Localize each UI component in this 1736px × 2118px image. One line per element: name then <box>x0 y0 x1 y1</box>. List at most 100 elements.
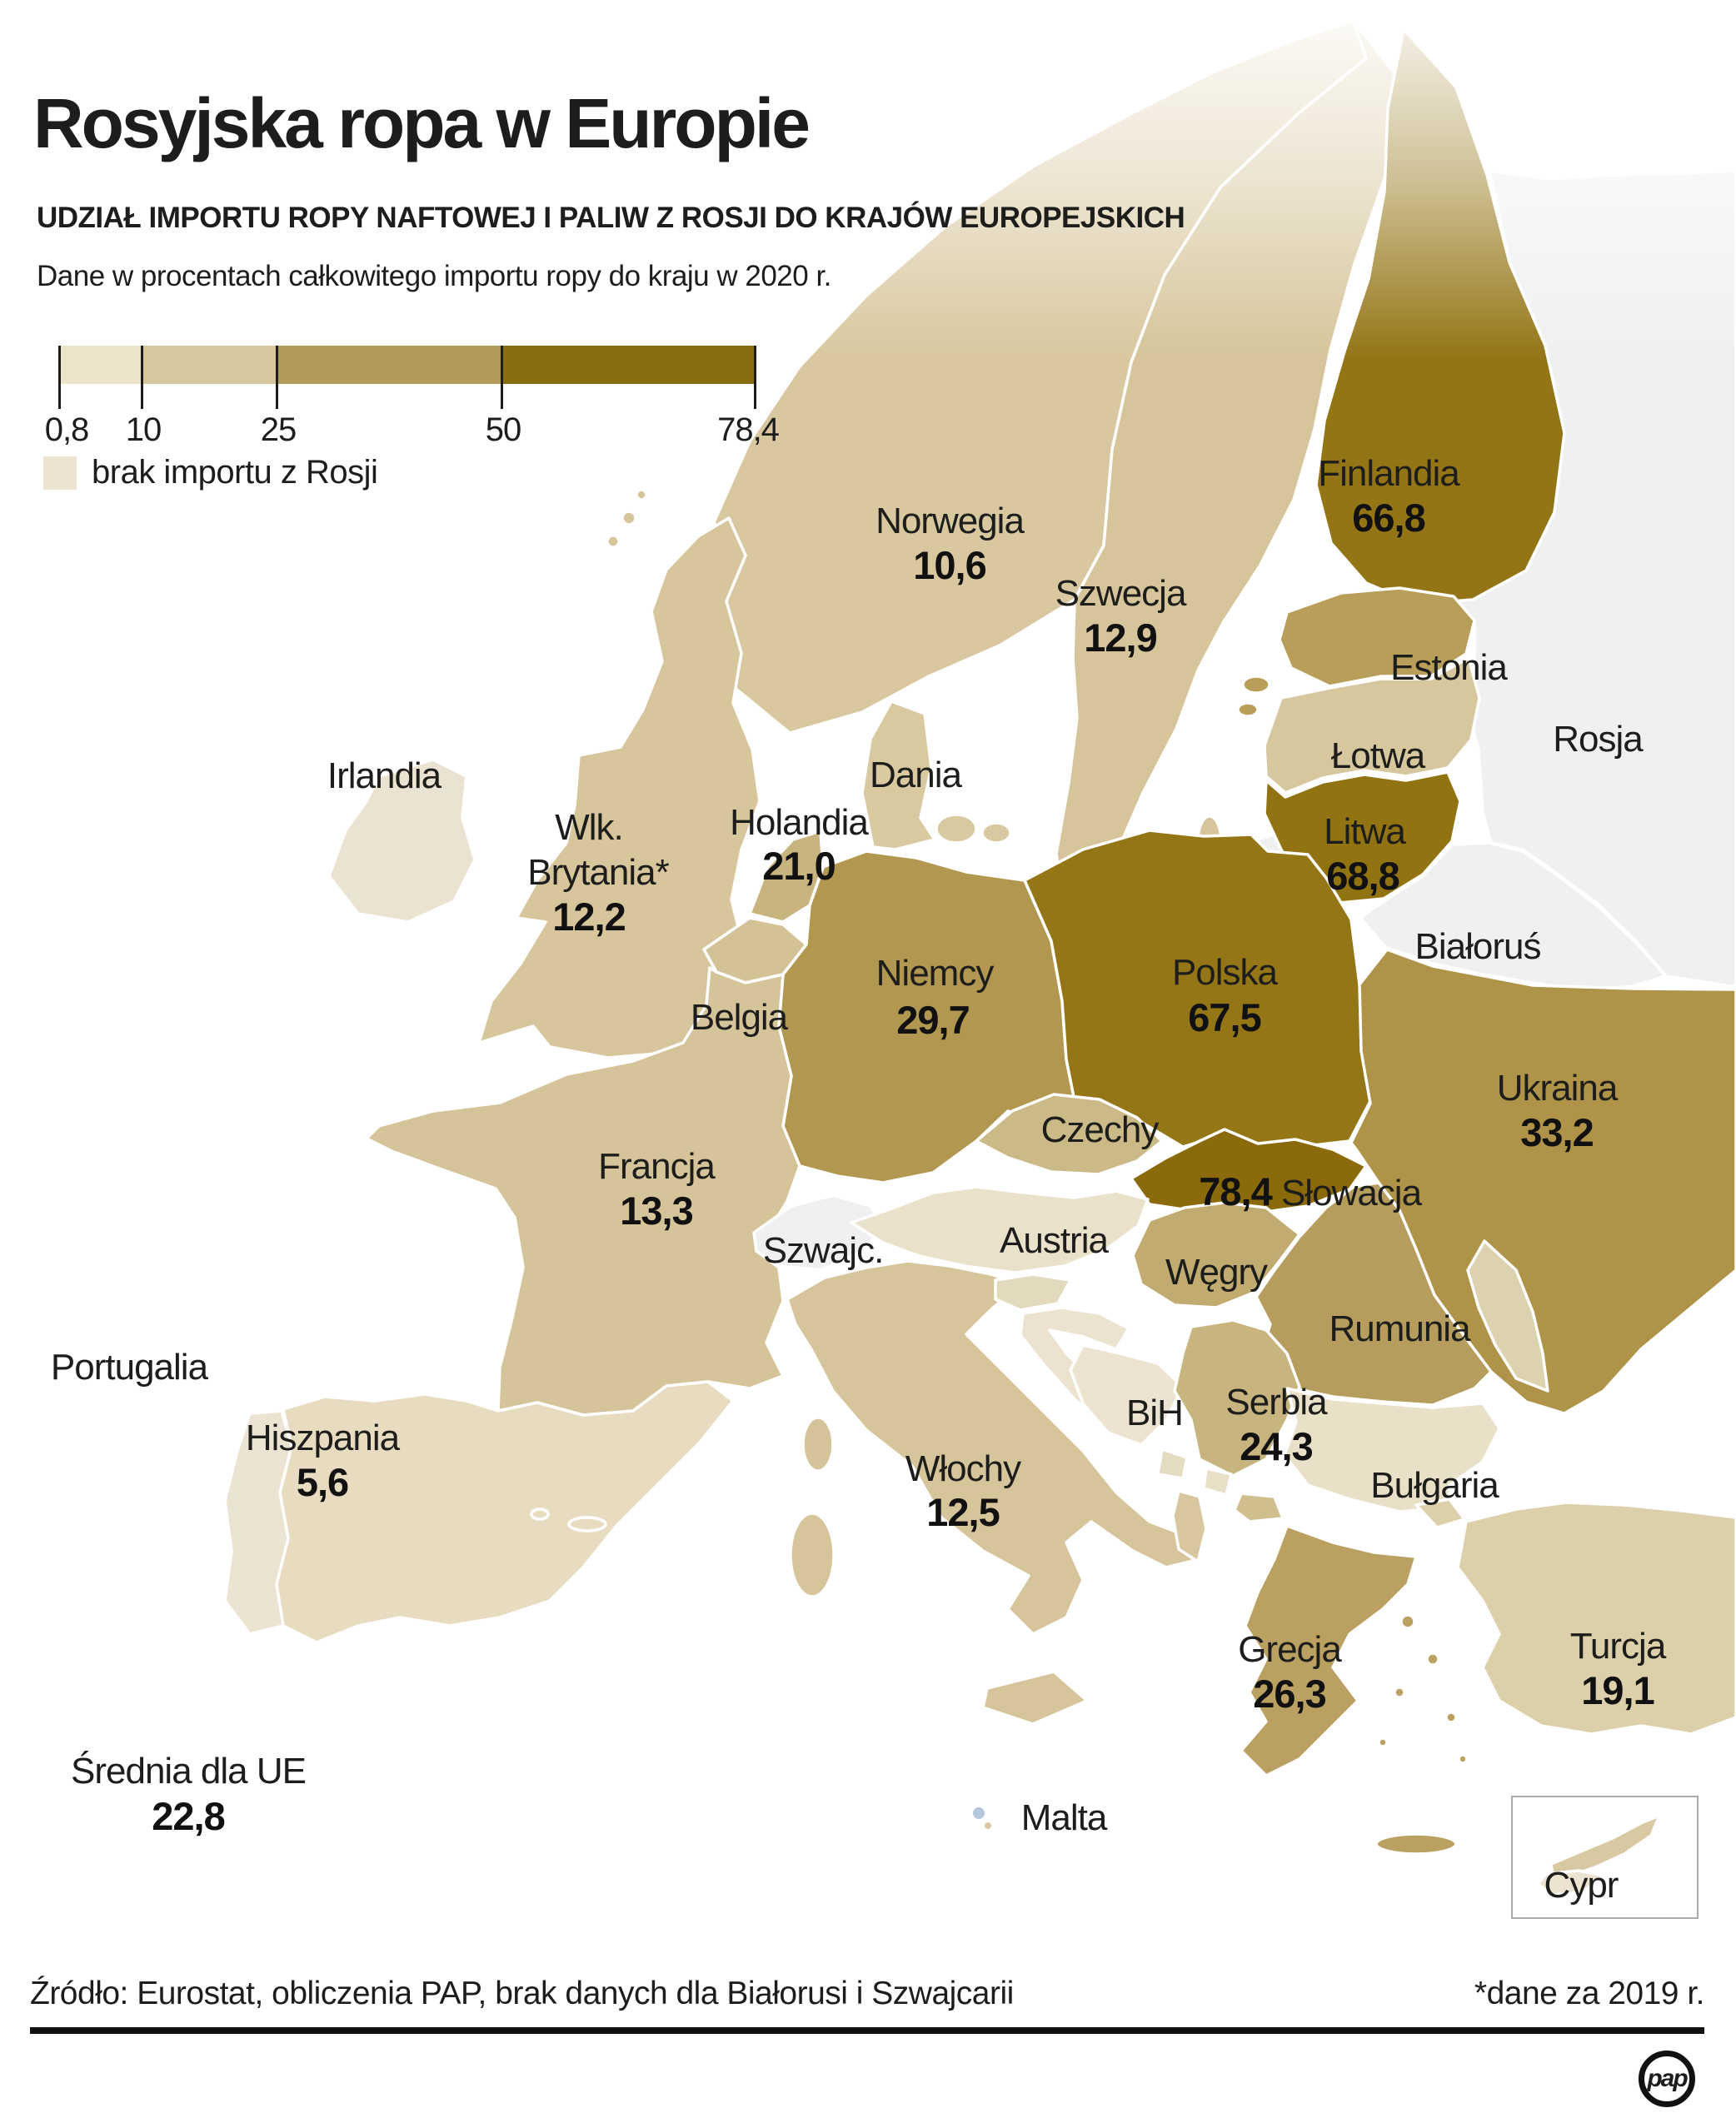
page-note: Dane w procentach całkowitego importu ro… <box>37 260 831 292</box>
label-slowacja: Słowacja <box>1281 1173 1423 1213</box>
footer-divider <box>30 2027 1704 2034</box>
label-irlandia: Irlandia <box>327 755 442 796</box>
label-grecja: Grecja <box>1238 1629 1342 1670</box>
island-mallorca <box>567 1516 607 1532</box>
island-aegean-3 <box>1393 1686 1406 1699</box>
value-wlochy: 12,5 <box>926 1490 999 1534</box>
label-cypr: Cypr <box>1544 1865 1619 1906</box>
no-import-label: brak importu z Rosji <box>92 454 378 491</box>
island-zealand <box>935 813 978 845</box>
label-szwajcaria: Szwajc. <box>763 1230 884 1271</box>
value-finlandia: 66,8 <box>1352 496 1424 540</box>
label-czechy: Czechy <box>1041 1109 1160 1150</box>
country-denmark <box>861 700 936 851</box>
label-wlk-brytania-line2: Brytania* <box>527 852 669 893</box>
label-austria: Austria <box>1000 1220 1109 1261</box>
country-germany <box>777 850 1076 1184</box>
country-moldova <box>1466 1239 1549 1393</box>
value-wlk-brytania: 12,2 <box>552 895 625 939</box>
island-hebrides-2 <box>606 534 621 549</box>
region-cyprus-south <box>1536 1869 1605 1896</box>
value-holandia: 21,0 <box>762 844 835 888</box>
legend-segment-2 <box>141 346 276 384</box>
island-funen <box>980 821 1012 845</box>
label-belgia: Belgia <box>691 997 789 1038</box>
label-francja: Francja <box>598 1146 716 1187</box>
legend-tick-line-3 <box>276 346 278 409</box>
label-hiszpania: Hiszpania <box>246 1418 401 1458</box>
value-grecja: 26,3 <box>1253 1672 1325 1716</box>
no-import-swatch <box>43 456 77 490</box>
country-serbia <box>1173 1318 1301 1478</box>
country-bosnia <box>1069 1343 1185 1447</box>
label-wegry: Węgry <box>1165 1252 1268 1293</box>
island-aegean-2 <box>1425 1652 1440 1667</box>
value-serbia: 24,3 <box>1240 1424 1312 1468</box>
value-niemcy: 29,7 <box>896 998 969 1042</box>
legend-tick-label-3: 25 <box>260 411 297 448</box>
legend-tick-label-4: 50 <box>485 411 521 448</box>
country-estonia <box>1278 586 1476 688</box>
island-saaremaa <box>1241 675 1271 695</box>
region-turkish-thrace <box>1414 1498 1466 1529</box>
country-latvia <box>1263 656 1481 795</box>
island-sicily <box>981 1670 1089 1726</box>
country-switzerland <box>752 1194 886 1272</box>
value-slowacja: 78,4 <box>1199 1169 1272 1213</box>
legend-no-import: brak importu z Rosji <box>43 454 378 491</box>
label-norwegia: Norwegia <box>875 501 1025 541</box>
legend-segment-3 <box>276 346 501 384</box>
malta-island <box>985 1822 991 1829</box>
legend-tick-line-2 <box>141 346 143 409</box>
country-turkey <box>1456 1501 1736 1736</box>
label-wlk-brytania-line1: Wlk. <box>555 807 623 848</box>
country-belarus <box>1359 841 1668 993</box>
label-ukraina: Ukraina <box>1497 1068 1619 1109</box>
label-litwa: Litwa <box>1324 811 1406 852</box>
label-niemcy: Niemcy <box>876 953 995 994</box>
legend-tick-line-5 <box>754 346 756 409</box>
island-ibiza <box>530 1508 550 1521</box>
label-finlandia: Finlandia <box>1318 453 1460 494</box>
label-dania: Dania <box>870 755 962 795</box>
legend-tick-label-2: 10 <box>125 411 162 448</box>
country-portugal <box>223 1409 293 1636</box>
value-ukraina: 33,2 <box>1520 1110 1593 1154</box>
country-austria <box>850 1185 1150 1274</box>
country-spain <box>273 1380 735 1644</box>
label-bulgaria: Bułgaria <box>1370 1465 1499 1506</box>
label-lotwa: Łotwa <box>1331 735 1426 776</box>
malta-marker-ring <box>957 1792 1010 1845</box>
country-ukraine <box>1349 948 1736 1415</box>
island-aegean-5 <box>1377 1737 1389 1748</box>
label-bialorus: Białoruś <box>1415 926 1541 967</box>
country-north-macedonia <box>1233 1492 1285 1523</box>
label-malta: Malta <box>1021 1797 1108 1838</box>
label-turcja: Turcja <box>1570 1626 1667 1667</box>
label-wlochy: Włochy <box>905 1448 1021 1489</box>
country-romania <box>1255 1181 1493 1407</box>
value-eu-average: 22,8 <box>152 1794 224 1838</box>
label-holandia: Holandia <box>730 802 869 843</box>
label-szwecja: Szwecja <box>1055 573 1187 614</box>
footnote-text: *dane za 2019 r. <box>1474 1976 1705 2011</box>
island-corsica <box>801 1416 835 1473</box>
legend-tick-line-1 <box>58 346 61 409</box>
country-greece <box>1240 1524 1418 1777</box>
country-albania <box>1171 1489 1208 1563</box>
legend-segment-4 <box>501 346 756 384</box>
pap-logo: pap <box>1639 2051 1695 2107</box>
island-hebrides-1 <box>621 510 637 526</box>
legend-tick-label-1: 0,8 <box>44 411 90 448</box>
page-title: Rosyjska ropa w Europie <box>33 84 811 162</box>
malta-dot <box>973 1807 985 1819</box>
country-czechia <box>975 1093 1164 1176</box>
country-poland <box>1023 829 1372 1151</box>
country-hungary <box>1131 1201 1301 1309</box>
value-turcja: 19,1 <box>1581 1668 1654 1712</box>
country-slovenia <box>994 1273 1072 1312</box>
country-france <box>365 966 801 1417</box>
country-italy <box>786 1259 1201 1636</box>
label-rumunia: Rumunia <box>1329 1308 1471 1349</box>
